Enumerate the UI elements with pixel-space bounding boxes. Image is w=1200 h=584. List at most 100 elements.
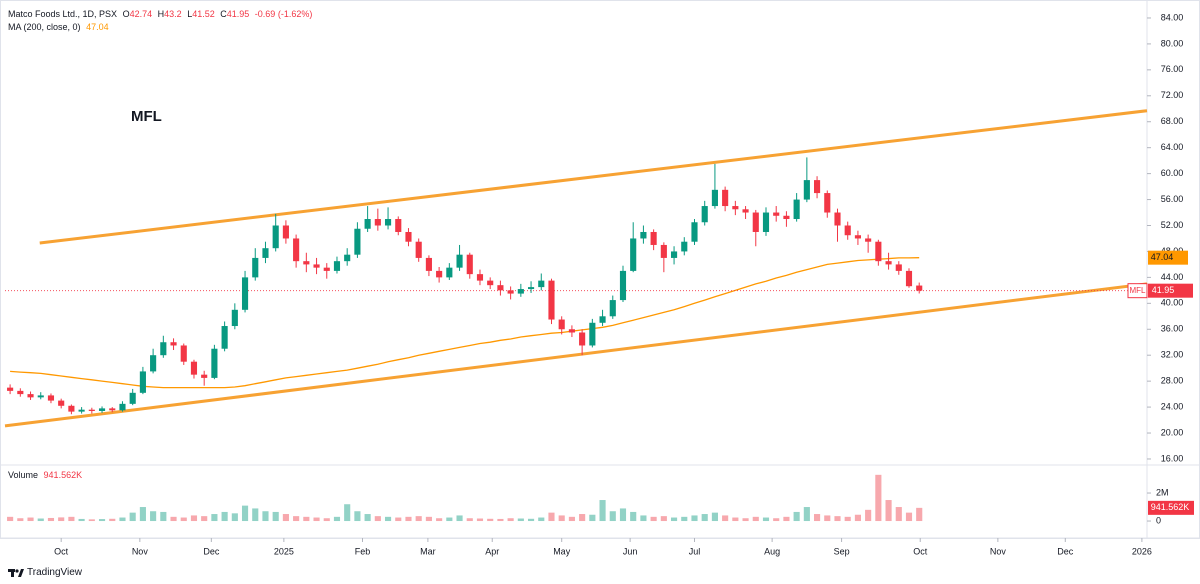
volume-bar: [722, 515, 729, 522]
volume-bar: [527, 518, 535, 522]
volume-bar: [670, 517, 678, 522]
candle-body: [487, 280, 494, 286]
volume-bar: [37, 518, 44, 522]
frame: [0, 0, 1200, 539]
ohlc-letter: C: [220, 9, 227, 19]
volume-bar: [803, 507, 810, 522]
candle-body: [344, 254, 351, 262]
y-tick-label: 60.00: [1161, 168, 1184, 178]
trendline: [4, 282, 1148, 428]
volume-bar: [190, 515, 198, 522]
candle-body: [742, 209, 749, 213]
candle-body: [395, 219, 402, 232]
candle-body: [885, 261, 892, 265]
x-tick-label: 2025: [274, 546, 294, 556]
volume-bar: [701, 514, 708, 522]
volume-bar: [558, 515, 565, 522]
volume-bar: [415, 516, 422, 522]
volume-bar: [425, 516, 432, 522]
candle-body: [456, 254, 463, 268]
x-tick-label: Dec: [203, 546, 220, 556]
candle-body: [17, 390, 24, 395]
ma-value: 47.04: [86, 22, 109, 32]
volume-bar: [507, 518, 514, 522]
trendline: [39, 109, 1148, 245]
y-tick-label: 64.00: [1161, 142, 1184, 152]
volume-bar: [221, 511, 228, 522]
volume-bar: [17, 518, 24, 522]
x-tick-label: May: [553, 546, 571, 556]
volume-bar: [282, 514, 289, 522]
candle-body: [814, 180, 821, 194]
volume-label: 941.562K: [1151, 502, 1190, 512]
x-tick-label: Apr: [485, 546, 499, 556]
x-tick-label: Mar: [420, 546, 436, 556]
ohlc-value: 41.95: [226, 9, 250, 19]
candle-body: [68, 405, 75, 412]
candle-body: [354, 228, 361, 255]
y-tick-label: 56.00: [1161, 194, 1184, 204]
volume-bar: [732, 517, 739, 522]
candle-body: [517, 289, 524, 294]
candle-body: [681, 241, 688, 252]
volume-bar: [272, 511, 279, 522]
candle-body: [7, 387, 14, 391]
candle-body: [180, 345, 187, 362]
ma-legend: MA (200, close, 0) 47.04: [8, 22, 109, 32]
volume-label-box: [1148, 500, 1194, 515]
candle-body: [150, 355, 157, 372]
candle-body: [660, 244, 667, 258]
x-tick-label: Aug: [764, 546, 780, 556]
volume-bar: [446, 517, 453, 522]
volume-bar: [7, 516, 14, 522]
volume-bar: [354, 511, 361, 522]
volume-bar: [752, 516, 759, 522]
volume-bar: [711, 512, 718, 522]
brand-logo: [8, 568, 24, 577]
candle-body: [129, 392, 136, 404]
y-tick-label: 16.00: [1161, 453, 1184, 463]
candle-body: [854, 235, 861, 239]
y-tick-label: 76.00: [1161, 64, 1184, 74]
volume-bar: [211, 514, 218, 522]
candle-body: [241, 277, 249, 310]
volume-bar: [180, 517, 187, 522]
x-tick-label: Jul: [689, 546, 701, 556]
ohlc-letter: H: [157, 9, 165, 19]
candle-body: [875, 241, 882, 262]
candle-body: [170, 342, 177, 346]
ma-label: 47.04: [1151, 252, 1174, 262]
candle-body: [405, 231, 412, 242]
candle-body: [783, 215, 790, 220]
volume-bar: [783, 516, 790, 522]
symbol-label-box: [1127, 283, 1148, 299]
candle-body: [58, 400, 65, 406]
candle-body: [109, 408, 116, 411]
candle-body: [415, 241, 422, 258]
volume-bar: [630, 511, 637, 522]
candle-body: [507, 290, 514, 294]
volume-bar: [854, 514, 861, 522]
candle-body: [211, 348, 218, 378]
y-tick-label: 68.00: [1161, 116, 1184, 126]
y-tick-label: 20.00: [1161, 427, 1184, 437]
candle-body: [98, 408, 106, 411]
volume-value: 941.562K: [43, 470, 83, 480]
x-tick-label: Sep: [834, 546, 850, 556]
volume-bar: [916, 507, 923, 522]
volume-bar: [293, 516, 300, 522]
candle-body: [333, 261, 341, 271]
brand-name: TradingView: [27, 567, 83, 578]
candle-body: [599, 316, 606, 323]
volume-bar: [384, 516, 392, 522]
x-tick-label: Nov: [132, 546, 149, 556]
symbol-annotation: MFL: [131, 108, 162, 125]
change-pct: (-1.62%): [277, 9, 313, 19]
volume-bar: [344, 504, 351, 522]
volume-bar: [27, 517, 34, 522]
volume-bar: [395, 517, 402, 522]
candle-body: [579, 332, 586, 346]
volume-bar: [793, 511, 800, 522]
volume-bar: [885, 500, 892, 522]
volume-bar: [865, 509, 872, 522]
